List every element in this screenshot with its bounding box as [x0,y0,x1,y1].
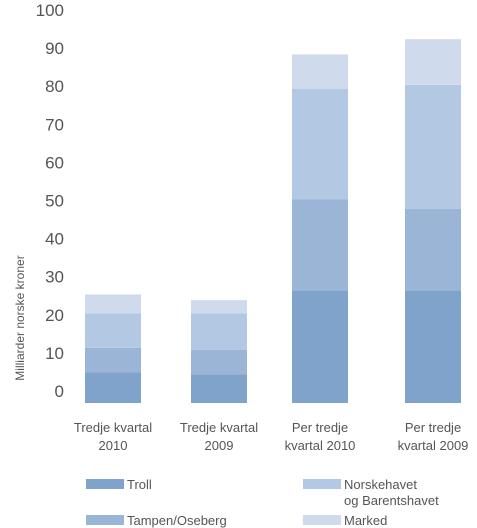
legend-swatch [86,479,124,489]
x-tick-label: Tredje kvartal [180,420,258,435]
bar-segment [405,39,461,85]
x-tick-label: kvartal 2009 [398,438,469,453]
bar-segment [405,84,461,209]
bar-segment [292,54,348,89]
y-tick-label: 0 [55,382,64,401]
bar-segment [405,290,461,403]
y-axis-ticks: 0 10 20 30 40 50 60 70 80 90 100 [36,1,64,401]
y-tick-label: 50 [45,192,64,211]
bar-segment [292,88,348,200]
x-tick-label: 2009 [205,438,234,453]
y-tick-label: 100 [36,1,64,20]
legend-swatch [303,479,341,489]
x-tick-label: Per tredje [405,420,461,435]
bar-segment [85,347,141,373]
y-tick-label: 10 [45,344,64,363]
legend-label: og Barentshavet [344,493,439,508]
bar-segment [405,208,461,291]
y-tick-label: 60 [45,153,64,172]
bars [85,39,461,403]
bar-segment [292,199,348,291]
y-tick-label: 30 [45,268,64,287]
y-tick-label: 90 [45,39,64,58]
y-tick-label: 20 [45,306,64,325]
legend-label: Norskehavet [344,477,417,492]
legend-swatch [303,515,341,525]
x-tick-label: kvartal 2010 [285,438,356,453]
bar-segment [191,349,247,375]
bar-segment [85,313,141,348]
legend-label: Tampen/Oseberg [127,513,227,528]
bar-segment [85,294,141,314]
legend-swatch [86,515,124,525]
bar-segment [85,372,141,403]
bar-segment [191,374,247,403]
y-tick-label: 40 [45,230,64,249]
bar-segment [292,290,348,403]
y-tick-label: 70 [45,115,64,134]
legend-label: Troll [127,477,152,492]
x-tick-label: Per tredje [292,420,348,435]
y-axis-label: Milliarder norske kroner [13,255,27,380]
x-axis-ticks: Tredje kvartal 2010 Tredje kvartal 2009 Per … [74,420,469,453]
x-tick-label: 2010 [99,438,128,453]
legend-label: Marked [344,513,387,528]
bar-segment [191,313,247,350]
bar-segment [191,300,247,314]
x-tick-label: Tredje kvartal [74,420,152,435]
y-tick-label: 80 [45,77,64,96]
